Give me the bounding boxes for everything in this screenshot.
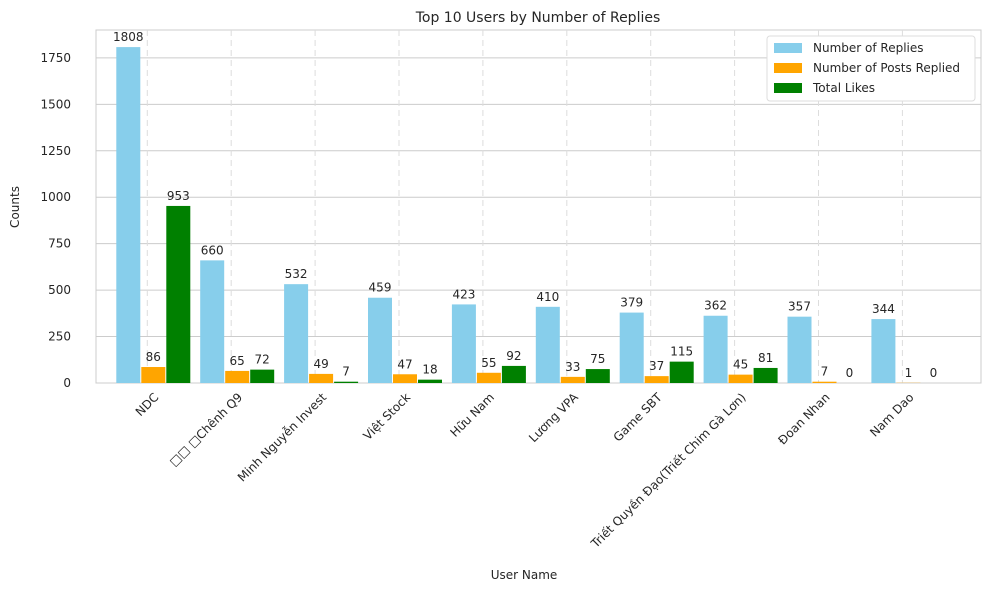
data-label: 55: [481, 356, 496, 370]
data-label: 344: [872, 302, 895, 316]
x-tick-label: Việt Stock: [361, 390, 414, 443]
y-tick-label: 750: [48, 237, 71, 251]
x-tick-label: Nam Dao: [867, 390, 916, 439]
bar: [166, 206, 190, 383]
legend-swatch: [774, 83, 802, 93]
data-label: 75: [590, 352, 605, 366]
x-tick-label: Hữu Nam: [447, 390, 497, 440]
x-tick-label: Lương VPA: [526, 390, 581, 445]
bar: [225, 371, 249, 383]
x-tick-label: □□ □Chênh Q9: [167, 390, 246, 469]
bar: [704, 316, 728, 383]
data-label: 7: [821, 365, 829, 379]
bar: [813, 382, 837, 383]
y-tick-label: 1250: [40, 144, 71, 158]
x-tick-label: Game SBT: [611, 390, 666, 445]
y-tick-label: 500: [48, 283, 71, 297]
bar: [561, 377, 585, 383]
legend-swatch: [774, 43, 802, 53]
bar: [141, 367, 165, 383]
bar: [116, 47, 140, 383]
bar: [477, 373, 501, 383]
data-label: 86: [146, 350, 161, 364]
bar: [620, 313, 644, 383]
data-label: 423: [452, 287, 475, 301]
data-label: 49: [313, 357, 328, 371]
bar: [729, 375, 753, 383]
data-label: 0: [846, 366, 854, 380]
bar: [452, 304, 476, 383]
legend: Number of Replies Number of Posts Replied…: [767, 36, 975, 101]
bar: [393, 374, 417, 383]
x-tick-label: Minh Nguyễn Invest: [235, 390, 330, 485]
y-axis-label: Counts: [8, 186, 22, 228]
data-label: 115: [670, 345, 693, 359]
x-axis-label: User Name: [491, 568, 558, 582]
data-label: 953: [167, 189, 190, 203]
data-label: 1: [905, 366, 913, 380]
chart-title: Top 10 Users by Number of Replies: [415, 10, 661, 26]
legend-swatch: [774, 63, 802, 73]
data-label: 92: [506, 349, 521, 363]
bar: [309, 374, 333, 383]
y-tick-label: 0: [63, 376, 71, 390]
bar: [788, 317, 812, 383]
x-tick-label: Triết Quyền Đạo(Triết Chim Gà Lơn): [588, 390, 749, 551]
data-label: 0: [930, 366, 938, 380]
data-label: 410: [536, 290, 559, 304]
data-label: 379: [620, 296, 643, 310]
bar: [670, 362, 694, 383]
y-tick-label: 250: [48, 330, 71, 344]
data-label: 1808: [113, 30, 144, 44]
bar: [200, 260, 224, 383]
data-label: 357: [788, 300, 811, 314]
bar: [536, 307, 560, 383]
bar: [645, 376, 669, 383]
bar: [418, 380, 442, 383]
bar: [250, 370, 274, 383]
data-label: 45: [733, 358, 748, 372]
bar: [754, 368, 778, 383]
bar: [586, 369, 610, 383]
bar: [334, 382, 358, 383]
data-label: 18: [422, 363, 437, 377]
x-tick-label: Đoan Nhan: [775, 390, 832, 447]
data-label: 7: [342, 365, 350, 379]
data-label: 532: [285, 267, 308, 281]
data-label: 362: [704, 299, 727, 313]
data-label: 37: [649, 359, 664, 373]
data-label: 81: [758, 351, 773, 365]
data-label: 660: [201, 243, 224, 257]
data-label: 72: [255, 353, 270, 367]
legend-label: Total Likes: [812, 81, 875, 95]
data-label: 33: [565, 360, 580, 374]
bar: [284, 284, 308, 383]
bar: [502, 366, 526, 383]
y-tick-label: 1750: [40, 51, 71, 65]
legend-label: Number of Posts Replied: [813, 61, 960, 75]
y-tick-label: 1500: [40, 97, 71, 111]
x-tick-label: NDC: [133, 390, 162, 419]
bar: [871, 319, 895, 383]
bar: [368, 298, 392, 383]
legend-label: Number of Replies: [813, 41, 924, 55]
data-label: 65: [230, 354, 245, 368]
data-label: 459: [369, 281, 392, 295]
y-tick-label: 1000: [40, 190, 71, 204]
data-label: 47: [397, 357, 412, 371]
